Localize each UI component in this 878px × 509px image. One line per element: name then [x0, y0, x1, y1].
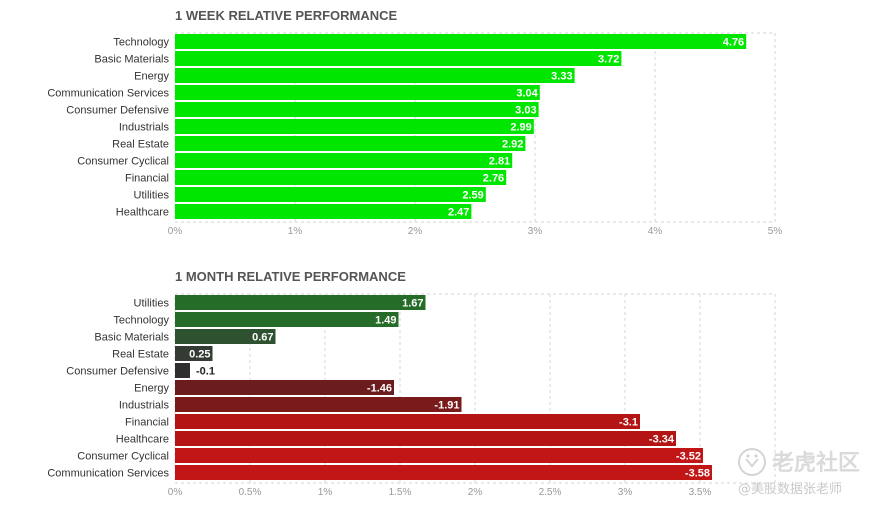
value-label: -1.91: [434, 400, 459, 412]
category-label: Financial: [125, 173, 169, 185]
tick-label: 3.5%: [689, 487, 712, 498]
bar: [175, 136, 526, 151]
value-label: 2.47: [448, 207, 469, 219]
value-label: 4.76: [723, 37, 744, 49]
category-label: Healthcare: [116, 434, 169, 446]
tick-label: 4%: [648, 226, 663, 237]
month-performance-chart: 1 MONTH RELATIVE PERFORMANCE 0% 0.5% 1% 1.5%…: [47, 269, 776, 498]
bar: [175, 170, 507, 185]
value-label: 3.33: [551, 71, 572, 83]
bar: [175, 187, 486, 202]
category-label: Communication Services: [47, 468, 169, 480]
value-label: 3.04: [516, 88, 538, 100]
bar: [175, 346, 213, 361]
category-label: Real Estate: [112, 349, 169, 361]
tick-label: 2%: [408, 226, 423, 237]
tick-label: 5%: [768, 226, 783, 237]
value-label: 0.67: [252, 332, 273, 344]
category-label: Industrials: [119, 122, 170, 134]
value-label: -3.58: [685, 468, 710, 480]
watermark: 老虎社区 @美股数据张老师: [738, 448, 860, 497]
tick-label: 3%: [618, 487, 633, 498]
value-label: 3.72: [598, 54, 619, 66]
tick-label: 1%: [318, 487, 333, 498]
bar: [175, 397, 462, 412]
value-label: -3.34: [649, 434, 675, 446]
value-label: 2.59: [462, 190, 483, 202]
bar: [175, 465, 712, 480]
category-label: Consumer Cyclical: [77, 451, 169, 463]
value-label: -3.52: [676, 451, 701, 463]
value-label: -3.1: [619, 417, 638, 429]
watermark-title: 老虎社区: [771, 450, 860, 476]
category-label: Basic Materials: [94, 332, 169, 344]
value-label: 2.81: [489, 156, 510, 168]
tick-label: 2%: [468, 487, 483, 498]
tick-label: 1%: [288, 226, 303, 237]
bar: [175, 51, 622, 66]
value-label: 0.25: [189, 349, 210, 361]
bar: [175, 85, 540, 100]
tick-label: 1.5%: [389, 487, 412, 498]
watermark-handle: @美股数据张老师: [738, 482, 842, 497]
category-label: Consumer Cyclical: [77, 156, 169, 168]
bar: [175, 204, 472, 219]
category-label: Basic Materials: [94, 54, 169, 66]
bar: [175, 448, 703, 463]
tick-label: 2.5%: [539, 487, 562, 498]
value-label: 1.67: [402, 298, 423, 310]
bar: [175, 431, 676, 446]
category-label: Communication Services: [47, 88, 169, 100]
category-label: Utilities: [134, 190, 170, 202]
value-label: -0.1: [196, 366, 215, 378]
value-label: 2.76: [483, 173, 504, 185]
category-label: Energy: [134, 71, 169, 83]
tick-label: 3%: [528, 226, 543, 237]
category-label: Technology: [113, 37, 169, 49]
bar: [175, 153, 513, 168]
bar: [175, 380, 394, 395]
category-label: Technology: [113, 315, 169, 327]
chart-title: 1 WEEK RELATIVE PERFORMANCE: [175, 8, 398, 23]
bar: [175, 119, 534, 134]
bar: [175, 414, 640, 429]
bar: [175, 312, 399, 327]
value-label: 3.03: [515, 105, 536, 117]
value-label: 2.92: [502, 139, 523, 151]
bar: [175, 68, 575, 83]
value-label: -1.46: [367, 383, 392, 395]
category-label: Healthcare: [116, 207, 169, 219]
category-label: Consumer Defensive: [66, 366, 169, 378]
bar: [175, 102, 539, 117]
value-label: 2.99: [510, 122, 531, 134]
category-label: Consumer Defensive: [66, 105, 169, 117]
category-label: Energy: [134, 383, 169, 395]
category-label: Real Estate: [112, 139, 169, 151]
chart-title: 1 MONTH RELATIVE PERFORMANCE: [175, 269, 406, 284]
tiger-logo-icon: [738, 448, 766, 476]
bar: [175, 295, 426, 310]
category-label: Utilities: [134, 298, 170, 310]
week-performance-chart: 1 WEEK RELATIVE PERFORMANCE 0% 1% 2% 3% 4% 5% T…: [47, 8, 782, 237]
value-label: 1.49: [375, 315, 396, 327]
category-label: Industrials: [119, 400, 170, 412]
tick-label: 0.5%: [239, 487, 262, 498]
bar: [175, 34, 747, 49]
bar: [175, 329, 276, 344]
tick-label: 0%: [168, 226, 183, 237]
bar: [175, 363, 190, 378]
category-label: Financial: [125, 417, 169, 429]
tick-label: 0%: [168, 487, 183, 498]
